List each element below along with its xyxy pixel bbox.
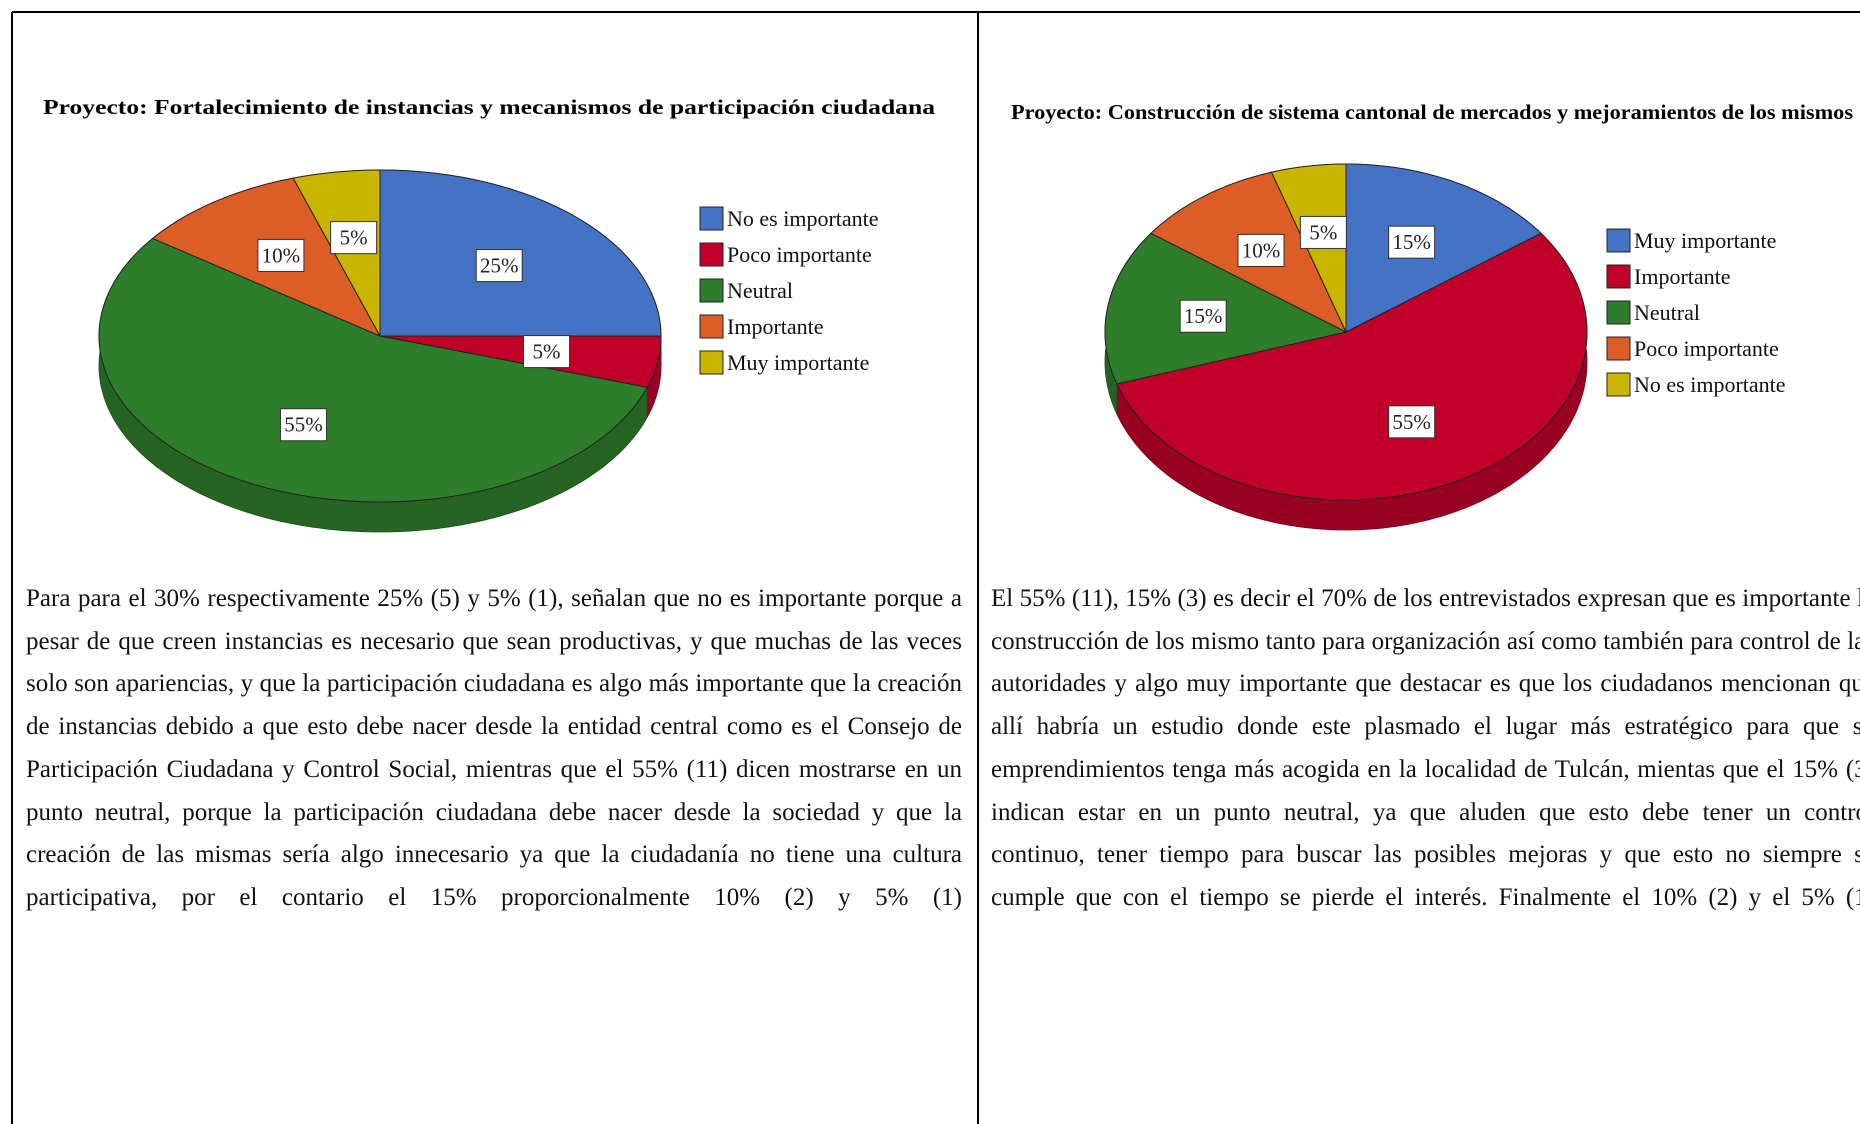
legend-label: Muy importante (727, 350, 869, 375)
legend-swatch (699, 314, 724, 339)
legend-label: Poco importante (1634, 336, 1779, 361)
legend-swatch (1606, 372, 1631, 397)
paragraph: Para para el 30% respectivamente 25% (5)… (26, 585, 962, 911)
legend-label: Poco importante (727, 242, 872, 267)
legend-swatch (699, 278, 724, 303)
legend-label: No es importante (727, 206, 879, 231)
legend-label: Muy importante (1634, 228, 1776, 253)
data-label-box (330, 221, 378, 255)
data-label: 10% (262, 243, 301, 267)
legend-label: Importante (1634, 264, 1731, 289)
data-label: 25% (480, 254, 519, 278)
legend-swatch (1606, 228, 1631, 253)
legend-label: Neutral (1634, 300, 1700, 325)
legend-label: Importante (727, 314, 824, 339)
data-label: 55% (1392, 410, 1431, 434)
legend-swatch (1606, 336, 1631, 361)
data-label-box (475, 249, 523, 283)
chart-title: Proyecto: Construcción de sistema canton… (1011, 100, 1853, 124)
data-label-box (1299, 215, 1347, 249)
legend-label: No es importante (1634, 372, 1786, 397)
data-label: 5% (1309, 220, 1337, 244)
pie-slice (1345, 163, 1542, 333)
legend-swatch (699, 350, 724, 375)
legend-label: Neutral (727, 278, 793, 303)
data-label-box (1237, 233, 1285, 267)
paragraph: El 55% (11), 15% (3) es decir el 70% de … (991, 585, 1860, 911)
legend-swatch (699, 206, 724, 231)
data-label: 10% (1242, 238, 1281, 262)
pie-slice (1116, 232, 1588, 501)
data-label: 55% (284, 413, 323, 437)
data-label-box (523, 335, 571, 369)
legend-swatch (1606, 300, 1631, 325)
data-label: 15% (1392, 230, 1431, 254)
data-label: 5% (533, 340, 561, 364)
data-label-box (279, 408, 327, 442)
data-label-box (1388, 405, 1436, 439)
data-label: 5% (340, 226, 368, 250)
data-label-box (1388, 225, 1436, 259)
data-label-box (1179, 299, 1227, 333)
pie-slice (379, 335, 662, 388)
data-label-box (257, 238, 305, 272)
legend-swatch (699, 242, 724, 267)
legend-swatch (1606, 264, 1631, 289)
data-label: 15% (1184, 304, 1223, 328)
pie-slice (98, 237, 648, 503)
chart-title: Proyecto: Fortalecimiento de instancias … (43, 95, 936, 119)
